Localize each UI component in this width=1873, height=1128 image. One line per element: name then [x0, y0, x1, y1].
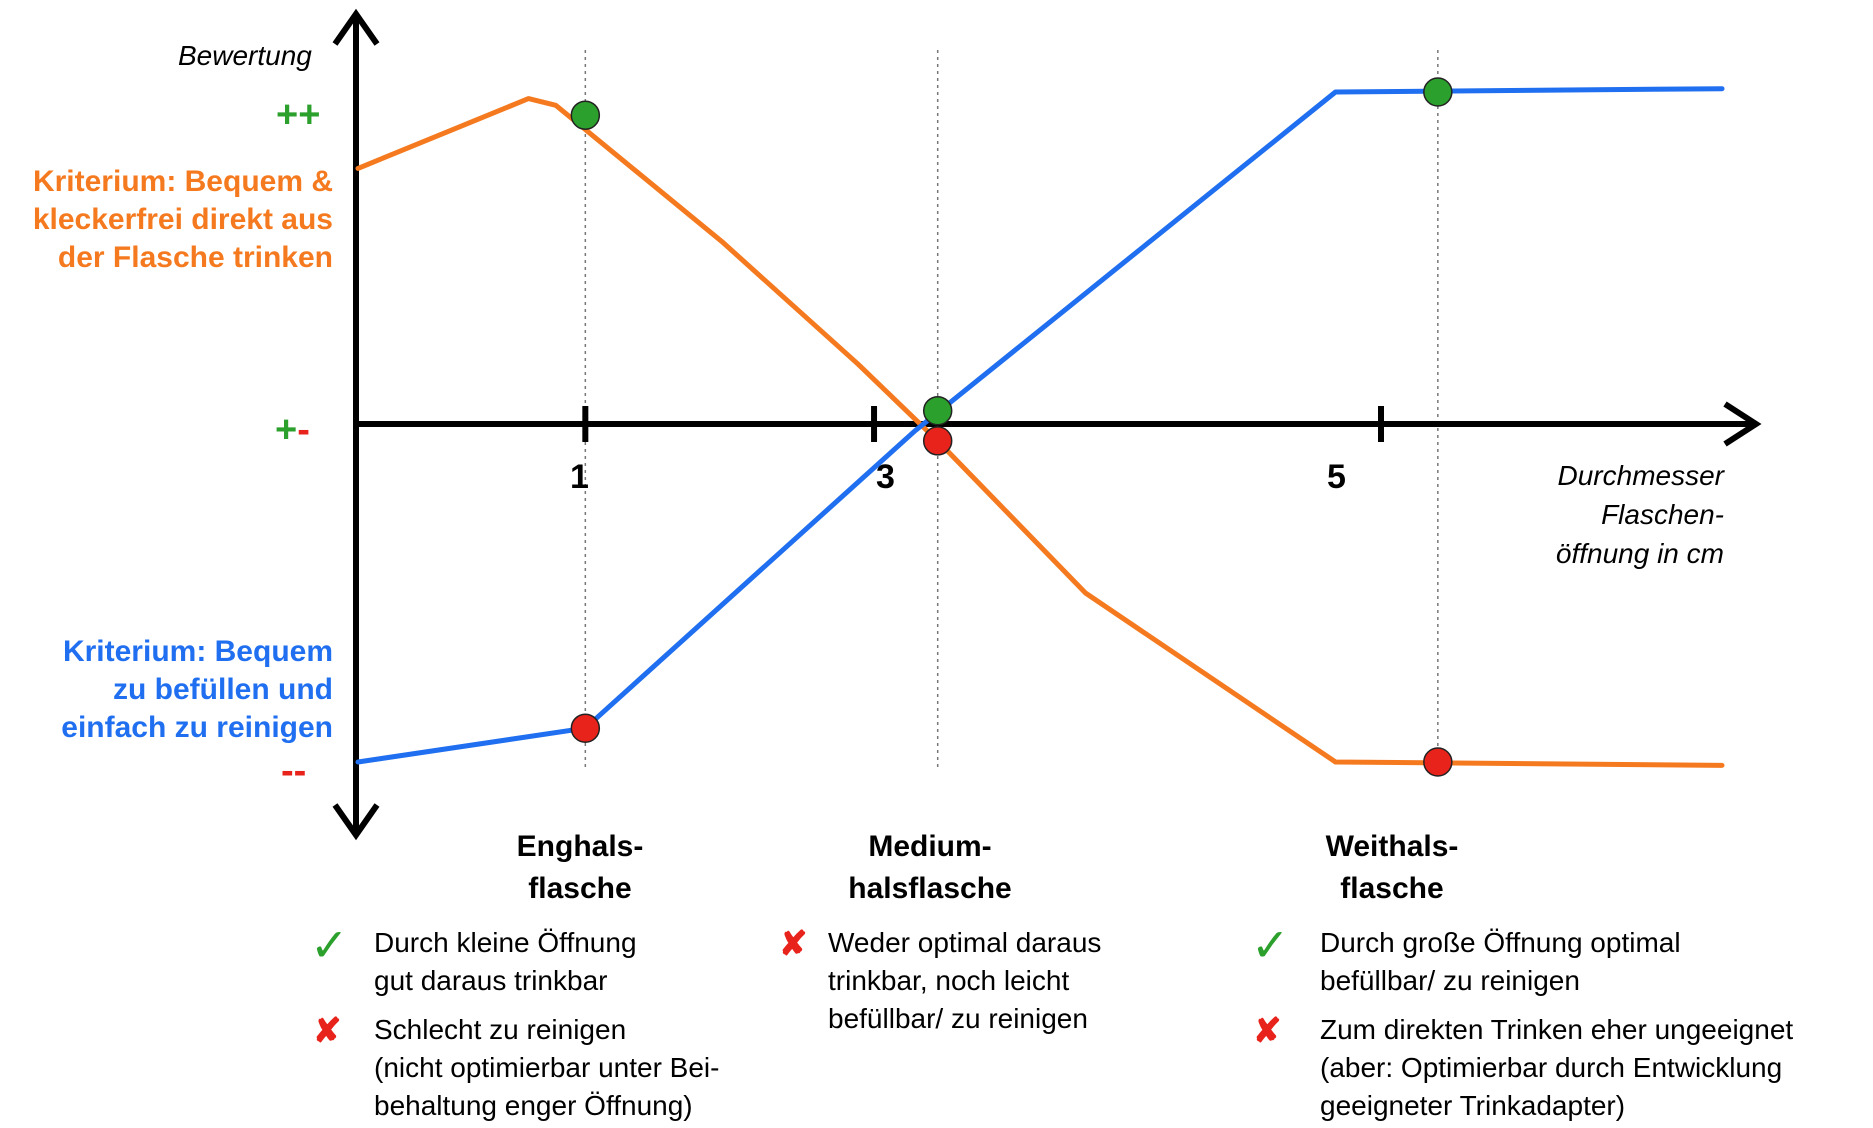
note-line: Weder optimal daraus: [828, 927, 1102, 958]
category-weithals: Weithals- flasche: [1262, 826, 1522, 910]
y-tick-plusminus: +-: [275, 411, 310, 449]
x-tick-label-3: 3: [876, 458, 895, 496]
series-label-cleaning: Kriterium: Bequem zu befüllen und einfac…: [61, 633, 333, 747]
series-label-line: einfach zu reinigen: [61, 711, 333, 744]
red-marker: [922, 426, 953, 456]
note-line: Durch kleine Öffnung: [374, 927, 637, 958]
cross-icon: ✘: [313, 1012, 342, 1050]
note-line: befüllbar/ zu reinigen: [1320, 965, 1580, 996]
axes: [332, 8, 1762, 841]
note-enghals-con: Schlecht zu reinigen (nicht optimierbar …: [374, 1011, 719, 1125]
note-line: behaltung enger Öffnung): [374, 1090, 693, 1121]
series-line-cleaning: [355, 86, 1725, 765]
green-marker: [1423, 77, 1453, 107]
note-line: trinkbar, noch leicht: [828, 965, 1070, 996]
reference-lines: [584, 50, 1439, 770]
note-weithals-pro: Durch große Öffnung optimal befüllbar/ z…: [1320, 924, 1681, 1000]
note-weithals-con: Zum direkten Trinken eher ungeeignet (ab…: [1320, 1011, 1793, 1125]
note-line: geeigneter Trinkadapter): [1320, 1090, 1626, 1121]
green-marker: [922, 395, 953, 426]
series-lines: [355, 86, 1725, 768]
note-medium-con: Weder optimal daraus trinkbar, noch leic…: [828, 924, 1101, 1038]
y-axis-arrow-down: [332, 803, 380, 841]
y-tick-plusplus: ++: [276, 94, 321, 136]
y-tick-minusminus: --: [281, 750, 307, 792]
cross-icon: ✘: [779, 925, 808, 963]
note-line: gut daraus trinkbar: [374, 965, 608, 996]
x-tick-label-5: 5: [1327, 458, 1346, 496]
category-line: Medium-: [868, 830, 992, 863]
category-line: flasche: [528, 872, 632, 905]
check-icon: ✓: [1251, 919, 1290, 971]
series-label-line: kleckerfrei direkt aus: [32, 203, 333, 236]
note-line: Zum direkten Trinken eher ungeeignet: [1320, 1014, 1794, 1045]
y-axis-label: Bewertung: [178, 40, 312, 71]
x-axis-label-line: öffnung in cm: [1555, 538, 1724, 569]
series-label-line: Kriterium: Bequem &: [32, 165, 333, 198]
x-axis-label-line: Durchmesser: [1557, 460, 1724, 491]
green-marker: [570, 100, 601, 130]
category-line: Weithals-: [1325, 830, 1459, 863]
x-axis-label: Durchmesser Flaschen- öffnung in cm: [1556, 456, 1724, 573]
note-line: Schlecht zu reinigen: [374, 1014, 627, 1045]
category-enghals: Enghals- flasche: [450, 826, 710, 910]
red-marker: [1423, 747, 1453, 777]
x-axis-label-line: Flaschen-: [1601, 499, 1724, 530]
note-line: (nicht optimierbar unter Bei-: [374, 1052, 720, 1083]
data-markers: [570, 77, 1453, 777]
series-label-line: zu befüllen und: [113, 673, 333, 706]
note-line: befüllbar/ zu reinigen: [828, 1003, 1088, 1034]
x-tick-label-1: 1: [570, 458, 589, 496]
cross-icon: ✘: [1253, 1012, 1282, 1050]
check-icon: ✓: [310, 919, 349, 971]
series-line-drinking: [355, 96, 1725, 768]
category-line: Enghals-: [516, 830, 644, 863]
y-tick-minus: -: [297, 409, 310, 451]
category-line: flasche: [1340, 872, 1444, 905]
series-label-drinking: Kriterium: Bequem & kleckerfrei direkt a…: [33, 163, 333, 277]
series-label-line: der Flasche trinken: [57, 241, 333, 274]
note-line: Durch große Öffnung optimal: [1320, 927, 1681, 958]
x-axis-arrow: [1723, 401, 1762, 447]
series-label-line: Kriterium: Bequem: [62, 635, 333, 668]
category-medium: Medium- halsflasche: [800, 826, 1060, 910]
y-axis-arrow-up: [332, 8, 380, 46]
red-marker: [570, 713, 601, 743]
note-line: (aber: Optimierbar durch Entwicklung: [1320, 1052, 1783, 1083]
note-enghals-pro: Durch kleine Öffnung gut daraus trinkbar: [374, 924, 637, 1000]
y-tick-plus: +: [275, 409, 298, 451]
category-line: halsflasche: [848, 872, 1012, 905]
